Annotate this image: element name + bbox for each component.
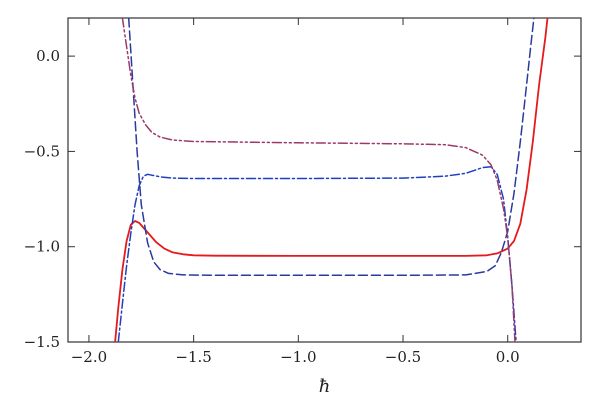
x-tick-label: −0.5 (385, 348, 421, 366)
series-line-2 (117, 165, 517, 342)
y-tick-label: 0.0 (36, 47, 60, 65)
x-tick-label: −2.0 (71, 348, 107, 366)
plot-frame (67, 17, 582, 343)
tick-labels: −2.0 −1.5 −1.0 −0.5 0.0 0.0 −0.5 −1.0 −1.5 (24, 47, 520, 366)
x-tick-label: 0.0 (496, 348, 520, 366)
series-line-4 (121, 18, 516, 342)
series-line-1 (114, 18, 549, 342)
series-line-3 (127, 18, 535, 277)
x-tick-label: −1.0 (280, 348, 316, 366)
x-tick-label: −1.5 (175, 348, 211, 366)
y-tick-label: −0.5 (24, 142, 60, 160)
y-tick-label: −1.0 (24, 238, 60, 256)
plot-area (114, 18, 549, 342)
axis-ticks (68, 18, 581, 343)
x-axis-label: ħ (319, 376, 331, 397)
y-tick-label: −1.5 (24, 333, 60, 351)
